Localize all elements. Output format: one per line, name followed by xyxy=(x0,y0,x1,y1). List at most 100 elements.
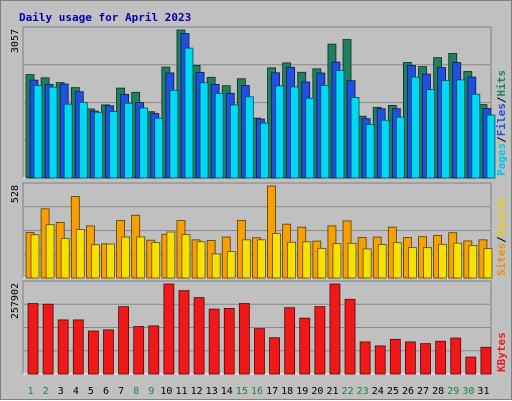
pages-bar-day-24 xyxy=(380,119,390,179)
sites-bar-day-22 xyxy=(347,242,357,279)
kbytes-bar-day-30 xyxy=(465,356,477,375)
sites-bar-day-25 xyxy=(392,242,402,279)
pages-bar-day-12 xyxy=(199,82,209,179)
series-visits xyxy=(25,185,488,279)
sites-bar-day-19 xyxy=(302,241,312,279)
sites-bar-day-2 xyxy=(45,224,55,279)
legend-sites: Sites xyxy=(495,243,508,276)
kbytes-bar-day-7 xyxy=(118,306,129,375)
sites-bar-day-8 xyxy=(136,236,146,279)
pages-bar-day-8 xyxy=(139,107,149,179)
legend-kbytes: KBytes xyxy=(495,332,508,372)
pages-bar-day-11 xyxy=(184,47,194,179)
kbytes-bar-day-13 xyxy=(208,308,220,375)
pages-bar-day-25 xyxy=(395,116,405,179)
pages-bar-day-14 xyxy=(229,104,239,179)
series-sites xyxy=(30,224,493,279)
legend-visits: Visits xyxy=(495,197,508,237)
legend-files: Files xyxy=(495,103,508,136)
kbytes-bar-day-10 xyxy=(163,283,175,375)
sites-bar-day-14 xyxy=(226,251,236,279)
kbytes-bar-day-18 xyxy=(284,307,296,375)
x-tick-label: 4 xyxy=(73,386,79,397)
kbytes-bar-day-26 xyxy=(405,341,416,375)
sites-bar-day-23 xyxy=(362,248,372,279)
x-tick-label: 30 xyxy=(462,386,474,397)
x-axis-labels: 1 2 3 4 5 6 7 8 9 10 11 12 13 14 15 16 17 18 19 20 21 22 23 24 2… xyxy=(28,386,490,397)
sites-bar-day-10 xyxy=(166,231,176,279)
x-tick-label: 9 xyxy=(148,386,154,397)
x-tick-label: 2 xyxy=(43,386,49,397)
legend-separator: / xyxy=(495,136,508,143)
kbytes-bar-day-11 xyxy=(178,290,190,375)
panel-sites-visits: 528 Sites/Visits xyxy=(10,182,508,279)
kbytes-bar-day-3 xyxy=(57,319,69,375)
legend-kbytes: KBytes xyxy=(495,332,508,372)
pages-bar-day-27 xyxy=(426,89,435,179)
pages-bar-day-29 xyxy=(456,79,466,179)
chart-title: Daily usage for April 2023 xyxy=(19,11,191,24)
panel-kbytes: 257902 KBytes xyxy=(10,280,508,375)
kbytes-bar-day-29 xyxy=(450,337,462,375)
sites-bar-day-11 xyxy=(181,234,191,279)
pages-bar-day-22 xyxy=(350,96,360,179)
kbytes-bar-day-8 xyxy=(133,326,145,375)
pages-bar-day-21 xyxy=(335,70,345,179)
legend-hits: Hits xyxy=(495,70,508,97)
pages-bar-day-6 xyxy=(109,111,118,179)
sites-bar-day-30 xyxy=(468,245,478,279)
sites-bar-day-27 xyxy=(423,247,432,279)
sites-bar-day-3 xyxy=(60,238,70,279)
x-tick-label: 26 xyxy=(402,386,414,397)
x-tick-label: 13 xyxy=(206,386,218,397)
x-tick-label: 31 xyxy=(477,386,489,397)
sites-bar-day-31 xyxy=(483,248,493,279)
kbytes-bar-day-25 xyxy=(389,338,401,375)
x-tick-label: 15 xyxy=(236,386,248,397)
x-tick-label: 24 xyxy=(372,386,384,397)
kbytes-bar-day-31 xyxy=(480,346,492,375)
sites-bar-day-18 xyxy=(287,241,297,279)
legend-sites-visits: Sites/Visits xyxy=(495,197,508,277)
x-tick-label: 1 xyxy=(28,386,34,397)
x-tick-label: 20 xyxy=(311,386,323,397)
y-max-label: 528 xyxy=(10,185,21,203)
x-tick-label: 14 xyxy=(221,386,233,397)
sites-bar-day-5 xyxy=(90,244,100,279)
pages-bar-day-7 xyxy=(124,102,133,179)
legend-separator: / xyxy=(495,236,508,243)
x-tick-label: 21 xyxy=(326,386,338,397)
x-tick-label: 29 xyxy=(447,386,459,397)
x-tick-label: 7 xyxy=(118,386,124,397)
x-tick-label: 12 xyxy=(191,386,203,397)
kbytes-bar-day-22 xyxy=(344,298,356,375)
kbytes-bar-day-12 xyxy=(193,297,205,375)
kbytes-bar-day-5 xyxy=(87,330,99,375)
sites-bar-day-6 xyxy=(106,243,115,279)
sites-bar-day-1 xyxy=(30,234,40,279)
pages-bar-day-9 xyxy=(154,117,164,179)
sites-bar-day-13 xyxy=(211,253,221,279)
pages-bar-day-20 xyxy=(320,85,330,179)
kbytes-bar-day-19 xyxy=(299,317,311,375)
pages-bar-day-30 xyxy=(471,93,481,179)
series-kbytes xyxy=(27,283,492,375)
pages-bar-day-2 xyxy=(48,86,58,179)
sites-bar-day-12 xyxy=(196,241,206,279)
pages-bar-day-5 xyxy=(93,111,103,179)
x-tick-label: 23 xyxy=(357,386,369,397)
pages-bar-day-26 xyxy=(411,76,420,179)
pages-bar-day-13 xyxy=(214,93,224,179)
kbytes-bar-day-23 xyxy=(359,341,371,375)
pages-bar-day-1 xyxy=(33,85,43,179)
x-tick-label: 28 xyxy=(432,386,444,397)
kbytes-bar-day-16 xyxy=(254,328,265,375)
sites-bar-day-7 xyxy=(121,236,130,279)
x-tick-label: 16 xyxy=(251,386,263,397)
kbytes-bar-day-1 xyxy=(27,303,39,375)
x-tick-label: 8 xyxy=(133,386,139,397)
pages-bar-day-16 xyxy=(260,122,269,179)
kbytes-bar-day-24 xyxy=(374,345,386,375)
sites-bar-day-26 xyxy=(408,247,417,279)
